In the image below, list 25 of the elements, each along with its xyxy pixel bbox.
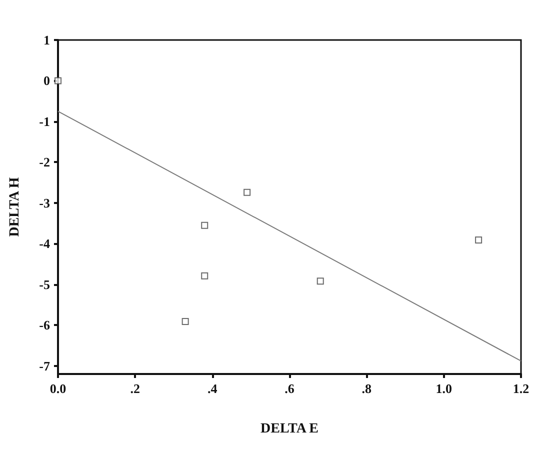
y-tick-label: -3 [39, 195, 50, 210]
y-tick-label: 0 [44, 73, 50, 88]
point [54, 77, 62, 84]
x-tick-label: .6 [284, 381, 295, 396]
x-tick-label: 0.0 [50, 381, 66, 396]
point [201, 222, 208, 229]
y-tick-label: -1 [39, 114, 50, 129]
y-tick-label: 1 [44, 32, 50, 48]
point [244, 188, 251, 196]
point [182, 318, 189, 325]
point [316, 278, 324, 285]
y-axis-title: DELTA H [8, 177, 22, 237]
point [475, 236, 482, 244]
y-tick-label: -6 [39, 318, 50, 333]
x-tick-label: .8 [362, 381, 372, 396]
x-tick-label: 1.2 [512, 381, 530, 396]
x-tick-label: 1.0 [436, 381, 452, 396]
y-tick-label: -2 [39, 154, 50, 170]
x-tick-label: .2 [130, 381, 140, 396]
y-tick-label: -7 [39, 358, 50, 374]
y-tick-label: -5 [39, 276, 50, 292]
x-tick-label: .4 [207, 381, 218, 396]
y-tick-label: -4 [39, 236, 50, 252]
point [201, 272, 208, 280]
x-axis-title: DELTA E [260, 422, 318, 436]
